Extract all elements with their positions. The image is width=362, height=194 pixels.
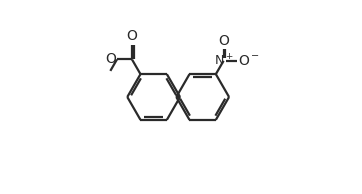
Text: O: O	[218, 34, 229, 48]
Text: O: O	[105, 52, 116, 67]
Text: $\mathregular{N^+}$: $\mathregular{N^+}$	[214, 53, 233, 68]
Text: O: O	[127, 29, 138, 43]
Text: $\mathregular{O^-}$: $\mathregular{O^-}$	[238, 54, 260, 68]
